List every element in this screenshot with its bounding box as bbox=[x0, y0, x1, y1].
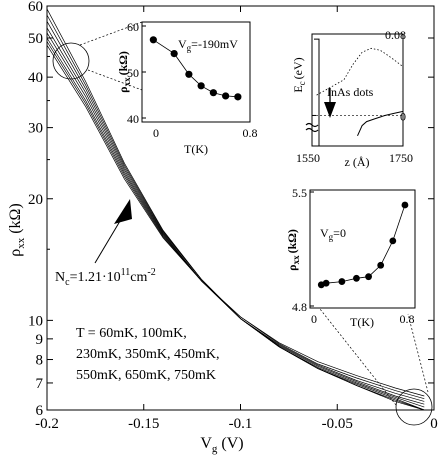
inset-left-point bbox=[209, 89, 217, 97]
inset-right-point bbox=[322, 279, 330, 287]
inset-band-barrier bbox=[314, 38, 320, 146]
inas-dots-arrow-icon bbox=[324, 102, 336, 118]
inset-right-y-tick-label: 4.8 bbox=[292, 300, 307, 314]
y-tick-label: 40 bbox=[28, 70, 43, 86]
y-tick-label: 9 bbox=[36, 332, 44, 348]
x-tick-label: -0.2 bbox=[35, 416, 59, 432]
x-tick-label: 0 bbox=[430, 416, 438, 432]
y-tick-label: 60 bbox=[28, 0, 43, 15]
inset-right: 5.5 4.8 0 0.8 Vg=0 T(K) ρxx(kΩ) bbox=[285, 186, 416, 329]
inset-band-x-axis-label: z (Å) bbox=[345, 155, 370, 169]
x-tick-label: -0.05 bbox=[322, 416, 353, 432]
inset-left-ticks: 60 50 40 0 0.8 bbox=[127, 20, 258, 140]
inset-right-point bbox=[401, 201, 409, 209]
crossing-arrow-shaft bbox=[94, 215, 124, 264]
inset-left-point bbox=[197, 82, 205, 90]
temperature-list-line-3: 550mK, 650mK, 750mK bbox=[76, 368, 216, 383]
inset-right-background bbox=[309, 189, 416, 309]
inset-left-point bbox=[170, 50, 178, 58]
zoom-link-left-bottom bbox=[87, 69, 143, 91]
y-tick-label: 8 bbox=[36, 353, 44, 369]
inset-left-background bbox=[141, 21, 251, 123]
zoom-circle-right bbox=[395, 388, 433, 426]
y-tick-label: 30 bbox=[28, 121, 43, 137]
main-axis-ticks: -0.2 -0.15 -0.1 -0.05 0 60 50 40 30 20 10 9 8 7 6 bbox=[28, 0, 438, 432]
inset-left-x-axis-label: T(K) bbox=[184, 142, 208, 156]
axis-break-icon bbox=[305, 122, 319, 133]
y-tick-label: 10 bbox=[28, 313, 43, 329]
inset-band-data bbox=[316, 47, 404, 137]
temperature-list-line-1: T = 60mK, 100mK, bbox=[76, 326, 187, 341]
inset-left-point bbox=[149, 36, 157, 44]
inset-right-point bbox=[338, 278, 346, 285]
inset-band: 0.08 0 1550 1750 InAs dots z (Å) Ec(eV) bbox=[291, 28, 413, 169]
inset-band-y-axis-label: Ec(eV) bbox=[291, 57, 307, 92]
inset-left-x-tick-label: 0 bbox=[153, 126, 159, 140]
inset-left: 60 50 40 0 0.8 Vg=-190mV T(K) ρxx(kΩ) bbox=[116, 20, 258, 156]
inset-left-y-tick-label: 40 bbox=[127, 112, 139, 126]
crossing-arrow-icon bbox=[114, 199, 132, 224]
crossing-label: Nc=1.21·1011cm-2 bbox=[55, 267, 156, 288]
inset-left-data bbox=[149, 36, 242, 101]
y-tick-label: 6 bbox=[36, 403, 44, 419]
inset-right-x-axis-label: T(K) bbox=[350, 315, 374, 329]
zoom-link-right-top bbox=[319, 308, 397, 406]
main-plot: -0.2 -0.15 -0.1 -0.05 0 60 50 40 30 20 10 9 8 7 6 Vg (V… bbox=[7, 0, 438, 455]
main-data-curves bbox=[46, 8, 425, 411]
y-tick-label: 20 bbox=[28, 192, 43, 208]
inset-right-point bbox=[365, 273, 372, 281]
main-x-axis-label: Vg (V) bbox=[200, 435, 243, 455]
series-curve-7 bbox=[46, 45, 425, 397]
inset-right-y-axis-label: ρxx(kΩ) bbox=[285, 229, 301, 271]
zoom-link-right-bottom bbox=[407, 313, 429, 393]
inset-band-solid-curve bbox=[357, 110, 404, 137]
inset-right-data bbox=[317, 201, 409, 289]
inset-left-point bbox=[185, 70, 193, 78]
x-tick-label: -0.1 bbox=[229, 416, 253, 432]
inset-right-annotation: Vg=0 bbox=[320, 226, 346, 242]
zoom-circle-left bbox=[52, 42, 90, 80]
inset-band-annotation: InAs dots bbox=[327, 85, 374, 99]
inset-right-point bbox=[353, 274, 360, 282]
temperature-list-line-2: 230mK, 350mK, 450mK, bbox=[76, 347, 220, 362]
inset-band-background bbox=[311, 33, 404, 147]
inset-right-x-tick-label: 0.8 bbox=[400, 312, 415, 326]
main-y-axis-label: ρxx(kΩ) bbox=[7, 203, 27, 257]
inset-left-x-tick-label: 0.8 bbox=[243, 126, 258, 140]
x-tick-label: -0.15 bbox=[128, 416, 159, 432]
inset-right-x-tick-label: 0 bbox=[311, 312, 317, 326]
inset-left-point bbox=[222, 92, 230, 100]
inset-right-point bbox=[389, 237, 397, 245]
zoom-link-left-top bbox=[79, 21, 143, 46]
inset-left-y-axis-label: ρxx(kΩ) bbox=[116, 51, 132, 93]
inset-band-x-tick-label: 1550 bbox=[296, 151, 320, 165]
y-tick-label: 50 bbox=[28, 31, 43, 47]
inset-band-ticks: 0.08 0 1550 1750 bbox=[296, 28, 413, 165]
series-curve-5 bbox=[46, 37, 425, 402]
inset-left-y-tick-label: 50 bbox=[127, 66, 139, 80]
inset-right-ticks: 5.5 4.8 0 0.8 bbox=[292, 186, 415, 326]
inset-right-y-tick-label: 5.5 bbox=[292, 186, 307, 200]
inset-left-annotation: Vg=-190mV bbox=[178, 37, 238, 53]
inset-band-y-tick-label: 0.08 bbox=[385, 28, 406, 42]
inset-band-y-tick-label: 0 bbox=[400, 109, 406, 123]
inset-left-y-tick-label: 60 bbox=[127, 20, 139, 34]
inset-band-x-tick-label: 1750 bbox=[389, 151, 413, 165]
y-tick-label: 7 bbox=[36, 376, 44, 392]
inset-right-point bbox=[377, 261, 385, 269]
inset-left-point bbox=[234, 93, 242, 101]
